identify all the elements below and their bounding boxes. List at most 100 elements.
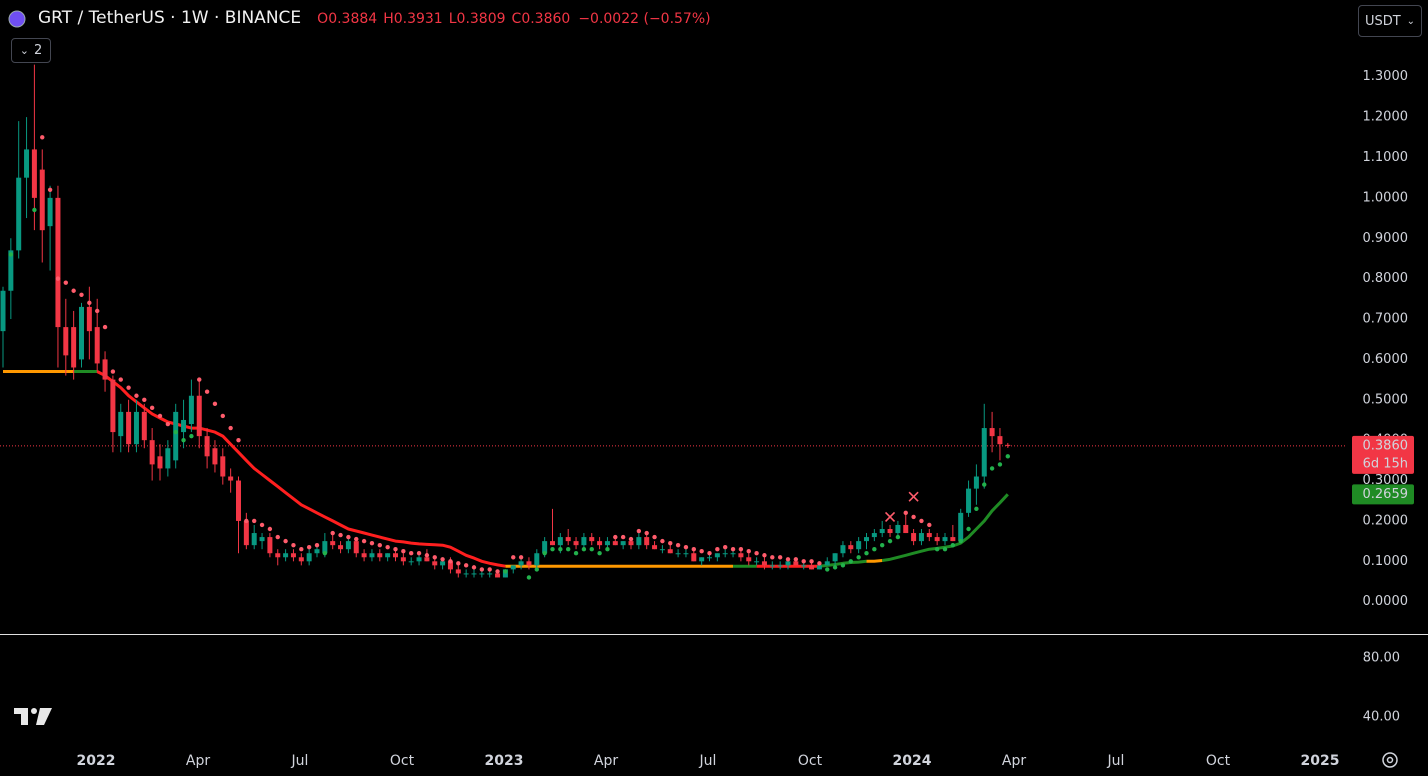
currency: USDT (1364, 13, 1401, 29)
x-tick-label: Apr (1002, 753, 1026, 769)
candle-body (79, 306, 84, 360)
candle-body (926, 533, 932, 538)
candle-body (691, 553, 697, 562)
stop-dot (409, 551, 414, 556)
stop-dot (723, 544, 728, 550)
candle-body (1005, 444, 1011, 446)
stop-dot (149, 405, 155, 411)
settings-icon[interactable] (1382, 752, 1398, 768)
stop-dot (291, 542, 296, 548)
stop-dot (8, 252, 14, 257)
stop-dot (479, 567, 485, 572)
stop-dot (503, 569, 508, 574)
candle-body (228, 476, 234, 481)
candle-body (526, 561, 532, 566)
candle-body (8, 250, 14, 291)
candle-body (424, 557, 430, 562)
candle-body (322, 541, 328, 554)
stop-dot (377, 542, 382, 548)
candle-body (597, 541, 603, 546)
stop-dot (306, 544, 312, 550)
stop-dot (832, 565, 838, 570)
candle-body (628, 541, 634, 546)
candle-body (683, 553, 689, 555)
stop-dot (197, 377, 202, 382)
candle-body (761, 561, 767, 566)
stop-dot (244, 518, 249, 524)
candle-body (589, 537, 595, 542)
stop-dot (165, 421, 171, 427)
candle-body (314, 549, 320, 554)
stop-dot (895, 534, 901, 540)
stop-dot (911, 514, 916, 520)
candle-body (432, 561, 438, 566)
chevron: ⌄ (19, 44, 29, 57)
stop-dot (620, 534, 626, 540)
candle-body (463, 573, 469, 575)
candle-body (133, 411, 139, 445)
ohlc-value: 0.3809 (456, 11, 506, 27)
ohlc-key: C (511, 11, 522, 27)
stop-dot (173, 429, 178, 435)
currency-select[interactable]: USDT ⌄ (1358, 5, 1422, 37)
stop-dot (919, 518, 924, 524)
stop-dot (566, 546, 571, 552)
ohlc-value: 0.3884 (328, 11, 378, 27)
stop-dot (471, 565, 477, 570)
candle-body (903, 524, 909, 534)
stop-dot (950, 542, 956, 548)
stop-dot (299, 546, 304, 552)
candle-body (824, 561, 830, 566)
stop-dot (236, 437, 241, 443)
stop-dot (801, 559, 806, 564)
stop-dot (87, 300, 92, 306)
stop-dot (401, 549, 406, 554)
candle-body (141, 411, 147, 441)
stop-dot (424, 553, 430, 558)
stop-dot (189, 433, 194, 439)
candle-body (495, 573, 501, 578)
stop-dot (927, 522, 932, 528)
stop-dot (511, 555, 516, 560)
candle-body (652, 545, 658, 550)
indicator-toggle[interactable]: ⌄ 2 (11, 38, 51, 63)
candle-body (997, 436, 1003, 445)
stop-dot (142, 397, 147, 402)
stop-dot (613, 534, 618, 540)
stop-dot (707, 551, 712, 556)
candle-body (330, 541, 336, 546)
stop-dot (597, 551, 602, 556)
candle-body (573, 541, 579, 546)
candle-body (864, 537, 869, 542)
candle-body (722, 553, 728, 555)
stop-dot (55, 276, 61, 281)
stop-dot (683, 544, 689, 550)
candle-body (785, 561, 791, 566)
stop-dot (338, 532, 343, 538)
candle-body (816, 565, 822, 570)
candle-body (181, 419, 187, 433)
y-tick-label: 0.9000 (1363, 231, 1409, 246)
candle-body (71, 327, 77, 368)
stop-dot (322, 551, 328, 556)
stop-dot (463, 563, 469, 568)
candle-body (24, 149, 30, 178)
stop-dot (934, 546, 940, 552)
x-tick-label: Oct (1206, 753, 1231, 769)
stop-dot (589, 546, 594, 552)
stop-dot (448, 559, 453, 564)
stop-dot (275, 534, 280, 540)
price-tag (1352, 435, 1414, 474)
stop-dot (181, 437, 186, 443)
stop-dot (330, 530, 335, 536)
y-tick-label: 0.0000 (1363, 594, 1409, 609)
ohlc-value: 0.3931 (393, 11, 443, 27)
y-tick-label: 1.3000 (1363, 69, 1409, 84)
x-tick-label: 2023 (485, 753, 524, 769)
candle-body (793, 561, 799, 566)
stop-dot (715, 546, 720, 552)
candle-body (754, 561, 760, 563)
stop-dot (644, 530, 649, 536)
